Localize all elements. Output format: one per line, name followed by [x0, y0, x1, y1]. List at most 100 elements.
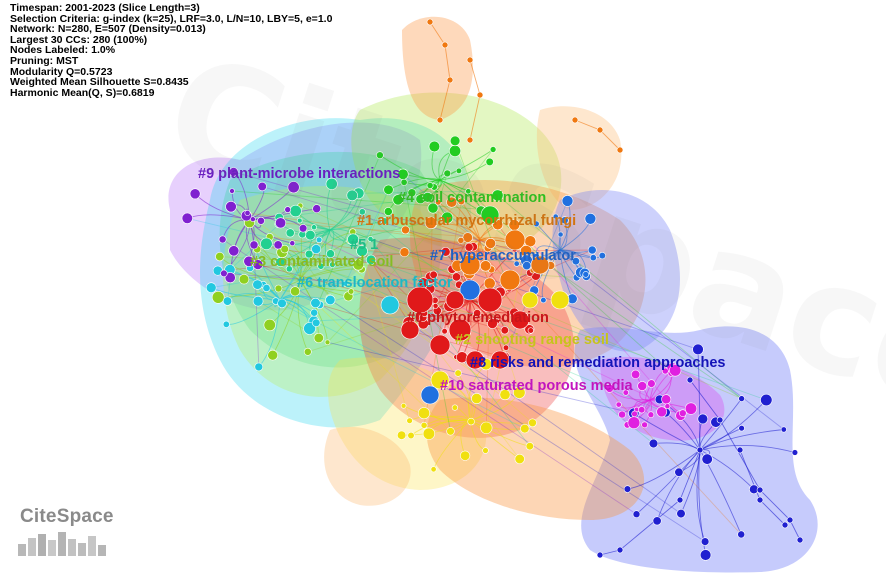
network-node: [528, 418, 537, 428]
network-node: [467, 417, 475, 426]
network-node: [513, 386, 526, 399]
network-edge: [361, 250, 541, 265]
network-summary: Timespan: 2001-2023 (Slice Length=3) Sel…: [10, 3, 332, 98]
network-edge: [580, 272, 785, 430]
network-node: [284, 206, 292, 213]
info-modularity: Modularity Q=0.5723: [10, 65, 113, 78]
network-edge: [361, 250, 411, 421]
network-node: [315, 236, 323, 244]
network-node: [342, 280, 349, 287]
network-edge: [256, 248, 497, 323]
network-node: [471, 392, 483, 404]
network-node: [249, 240, 259, 250]
network-node: [399, 247, 410, 258]
network-edge: [432, 223, 481, 241]
network-node: [400, 402, 407, 409]
network-node: [596, 551, 604, 559]
network-node: [365, 254, 377, 265]
cluster-label-2: #2 shooting range soil: [455, 332, 609, 348]
network-node: [451, 404, 459, 411]
network-node: [648, 438, 659, 449]
network-node: [451, 272, 461, 282]
network-node: [623, 485, 632, 493]
network-node: [220, 269, 228, 278]
network-edge: [370, 259, 767, 401]
network-edge: [460, 201, 481, 241]
cluster-label-6: #6 translocation factor: [297, 275, 453, 291]
network-node: [499, 269, 521, 291]
network-node: [500, 326, 509, 335]
network-node: [647, 411, 655, 419]
network-edge: [405, 229, 481, 244]
network-node: [525, 442, 534, 451]
network-node: [781, 521, 789, 529]
network-node: [426, 18, 434, 26]
network-node: [430, 370, 450, 390]
network-node: [631, 410, 638, 418]
network-node: [699, 549, 712, 561]
info-timespan: Timespan: 2001-2023 (Slice Length=3): [10, 2, 200, 14]
network-node: [756, 486, 764, 494]
network-nodes: [181, 18, 804, 561]
network-node: [325, 294, 336, 306]
network-node: [400, 320, 420, 340]
network-node: [285, 265, 293, 273]
logo-text: CiteSpace: [20, 506, 114, 527]
network-node: [267, 349, 279, 361]
network-edge: [469, 275, 537, 301]
network-node: [289, 240, 296, 247]
network-node: [561, 195, 574, 207]
network-edge: [279, 283, 346, 301]
network-node: [499, 389, 511, 401]
network-node: [598, 252, 606, 260]
network-node: [615, 401, 622, 408]
network-edge: [313, 312, 478, 322]
network-node: [427, 202, 439, 214]
network-node: [376, 151, 384, 159]
network-edge: [408, 322, 682, 514]
network-node: [464, 242, 474, 252]
info-largest-ccs: Largest 30 CCs: 280 (100%): [10, 33, 148, 46]
info-silhouette: Weighted Mean Silhouette S=0.8435: [10, 76, 189, 89]
network-node: [277, 298, 287, 309]
network-edge: [313, 155, 381, 313]
network-node: [446, 427, 455, 436]
network-edge: [437, 201, 481, 241]
citespace-logo: CiteSpace: [8, 500, 118, 560]
network-node: [669, 364, 682, 377]
network-node: [257, 216, 265, 225]
info-pruning: Pruning: MST: [10, 54, 79, 67]
network-node: [262, 283, 271, 292]
network-edge: [409, 415, 471, 422]
network-node: [638, 406, 646, 414]
network-node: [252, 279, 263, 290]
network-node: [432, 302, 439, 309]
network-node: [250, 216, 256, 222]
network-node: [457, 197, 466, 206]
network-edge: [699, 449, 755, 490]
network-node: [514, 453, 525, 465]
network-node: [252, 295, 264, 307]
network-node: [676, 508, 686, 519]
network-node: [465, 188, 472, 195]
network-node: [436, 116, 444, 124]
network-node: [616, 146, 624, 154]
network-node: [737, 530, 746, 539]
network-node: [317, 262, 325, 270]
network-node: [310, 308, 319, 317]
network-node: [618, 410, 626, 419]
network-node: [426, 182, 434, 189]
network-edge: [272, 279, 301, 356]
network-node: [587, 245, 597, 255]
network-node: [346, 189, 358, 202]
network-node: [520, 423, 530, 434]
network-node: [627, 416, 641, 430]
network-node: [527, 327, 534, 334]
network-node: [466, 56, 474, 64]
network-edge: [370, 238, 531, 447]
network-node: [298, 224, 308, 233]
network-node: [311, 224, 317, 231]
network-edge: [329, 228, 371, 240]
network-node: [596, 126, 604, 134]
